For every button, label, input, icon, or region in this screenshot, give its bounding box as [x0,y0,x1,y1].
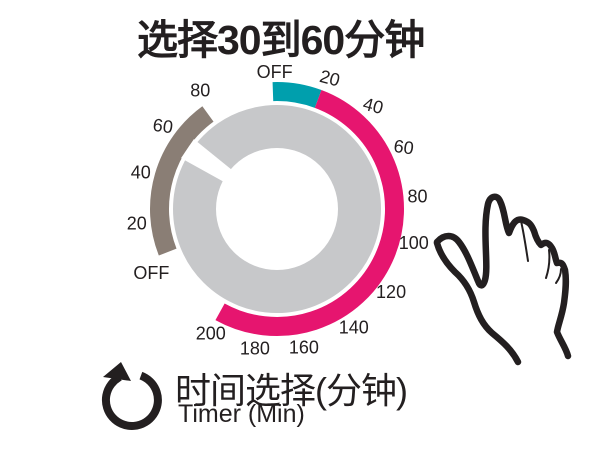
dial-labels: OFF 20 40 60 80 100 120 140 160 180 200 80 60 40 20 OFF [127,62,429,358]
dial-label-outer-140: 140 [339,317,369,337]
dial-label-outer-120: 120 [376,282,406,302]
dial-label-inner-80: 80 [190,81,210,101]
pink-arc [215,90,404,336]
timer-caption-zh: 时间选择(分钟) [175,370,408,411]
dial-label-inner-off: OFF [133,263,169,283]
hand-icon [433,193,572,366]
dial-label-outer-100: 100 [399,233,429,253]
dial-label-outer-off: OFF [257,62,293,82]
hand-outline-top [433,193,572,360]
dial-label-outer-180: 180 [240,338,270,358]
dial-label-outer-40: 40 [361,94,386,119]
hand-outline-bottom [433,239,522,366]
dial-arcs [150,82,404,336]
knob-pointer-notch [181,139,239,186]
rotate-icon-arrowhead [103,362,131,381]
finger-crease-3 [555,268,562,284]
timer-knob[interactable] [173,105,381,313]
dial-label-outer-60: 60 [392,136,415,159]
dial-label-inner-60: 60 [152,115,175,138]
rotate-icon-circle [101,371,162,430]
dial-label-inner-40: 40 [131,163,151,183]
finger-crease-2 [545,249,551,279]
brown-arc [150,106,214,256]
dial-label-outer-160: 160 [289,337,319,357]
rotate-icon [101,362,162,430]
dial-label-outer-80: 80 [407,187,427,207]
finger-crease-1 [520,220,529,262]
dial-label-inner-20: 20 [127,214,147,234]
dial-label-outer-20: 20 [318,66,343,91]
instruction-title: 选择30到60分钟 [137,17,425,63]
dial-label-outer-200: 200 [196,323,226,343]
teal-arc [272,82,322,108]
timer-caption-en: Timer (Min) [178,400,305,428]
